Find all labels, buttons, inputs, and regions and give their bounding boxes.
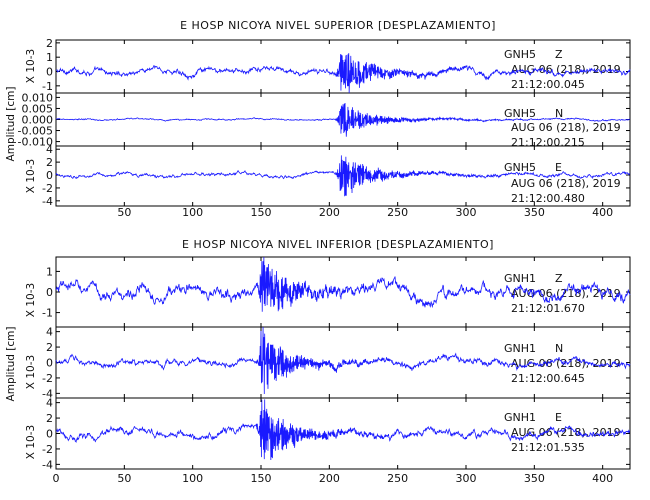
waveform-trace — [55, 103, 631, 137]
x-tick-label: 350 — [524, 206, 545, 219]
y-tick-label: 0 — [46, 357, 53, 370]
x-tick-label: 350 — [524, 472, 545, 485]
y-tick-label: 0.010 — [22, 91, 54, 104]
time-label: 21:12:00.045 — [511, 78, 585, 91]
x-tick-label: 150 — [251, 472, 272, 485]
x-tick-label: 300 — [456, 472, 477, 485]
y-tick-label: 0.005 — [22, 102, 54, 115]
x-tick-label: 150 — [251, 206, 272, 219]
component-label: E — [555, 411, 562, 424]
waveform-trace — [55, 326, 631, 395]
station-label: GNH5 — [504, 107, 536, 120]
scale-label: X 10-3 — [25, 283, 37, 317]
x-tick-label: 300 — [456, 206, 477, 219]
waveform-trace — [55, 256, 631, 312]
station-label: GNH5 — [504, 161, 536, 174]
y-tick-label: -0.010 — [18, 136, 53, 149]
y-tick-label: 0 — [46, 66, 53, 79]
y-tick-label: -2 — [42, 443, 53, 456]
component-label: N — [555, 342, 563, 355]
y-axis-label: Amplitud [cm] — [5, 327, 17, 402]
y-tick-label: 0 — [46, 286, 53, 299]
date-label: AUG 06 (218), 2019 — [511, 121, 621, 134]
y-tick-label: 2 — [46, 37, 53, 50]
y-tick-label: 4 — [46, 326, 53, 339]
waveform-trace — [55, 399, 631, 460]
station-label: GNH1 — [504, 342, 536, 355]
chart-title: E HOSP NICOYA NIVEL INFERIOR [DESPLAZAMI… — [182, 238, 494, 251]
station-label: GNH1 — [504, 272, 536, 285]
scale-label: X 10-3 — [25, 49, 37, 83]
station-label: GNH5 — [504, 48, 536, 61]
date-label: AUG 06 (218), 2019 — [511, 177, 621, 190]
y-tick-label: -2 — [42, 372, 53, 385]
scale-label: X 10-3 — [25, 159, 37, 193]
scale-label: X 10-3 — [25, 355, 37, 389]
component-label: Z — [555, 48, 563, 61]
y-tick-label: 2 — [46, 412, 53, 425]
x-tick-label: 200 — [319, 472, 340, 485]
waveform-trace — [55, 155, 631, 197]
y-tick-label: -0.005 — [18, 125, 53, 138]
chart-inferior: E HOSP NICOYA NIVEL INFERIOR [DESPLAZAMI… — [5, 238, 631, 470]
date-label: AUG 06 (218), 2019 — [511, 426, 621, 439]
y-tick-label: 2 — [46, 341, 53, 354]
date-label: AUG 06 (218), 2019 — [511, 357, 621, 370]
y-tick-label: 0 — [46, 169, 53, 182]
x-tick-label: 400 — [592, 206, 613, 219]
x-tick-label: 400 — [592, 472, 613, 485]
x-tick-label: 250 — [387, 206, 408, 219]
y-tick-label: 0 — [46, 428, 53, 441]
x-tick-label: 250 — [387, 472, 408, 485]
y-tick-label: -2 — [42, 182, 53, 195]
x-tick-label: 50 — [117, 206, 131, 219]
time-label: 21:12:01.670 — [511, 302, 585, 315]
y-tick-label: 2 — [46, 156, 53, 169]
chart-marks: 210-10.0100.0050.000-0.005-0.010420-2-45… — [18, 37, 631, 485]
x-tick-label: 100 — [182, 472, 203, 485]
x-tick-label: 50 — [117, 472, 131, 485]
station-label: GNH1 — [504, 411, 536, 424]
y-tick-label: -4 — [42, 387, 53, 400]
time-label: 21:12:00.215 — [511, 136, 585, 149]
chart-superior: E HOSP NICOYA NIVEL SUPERIOR [DESPLAZAMI… — [5, 19, 631, 207]
time-label: 21:12:01.535 — [511, 441, 585, 454]
panel-gnh1-e: X 10-3 GNH1 E AUG 06 (218), 2019 21:12:0… — [25, 397, 631, 470]
x-tick-label: 0 — [53, 472, 60, 485]
chart-title: E HOSP NICOYA NIVEL SUPERIOR [DESPLAZAMI… — [180, 19, 496, 32]
x-tick-label: 100 — [182, 206, 203, 219]
panel-frame — [55, 145, 631, 207]
y-tick-label: -4 — [42, 458, 53, 471]
component-label: N — [555, 107, 563, 120]
y-tick-label: 1 — [46, 265, 53, 278]
y-tick-label: 1 — [46, 51, 53, 64]
time-label: 21:12:00.480 — [511, 192, 585, 205]
component-label: Z — [555, 272, 563, 285]
panel-gnh5-z: X 10-3 GNH5 Z AUG 06 (218), 2019 21:12:0… — [25, 39, 631, 94]
y-tick-label: -1 — [42, 307, 53, 320]
time-label: 21:12:00.645 — [511, 372, 585, 385]
waveform-trace — [55, 53, 631, 94]
x-tick-label: 200 — [319, 206, 340, 219]
y-tick-label: -4 — [42, 195, 53, 208]
scale-label: X 10-3 — [25, 425, 37, 459]
y-tick-label: 0.000 — [22, 114, 54, 127]
y-tick-label: -1 — [42, 80, 53, 93]
component-label: E — [555, 161, 562, 174]
y-tick-label: 4 — [46, 143, 53, 156]
y-tick-label: 4 — [46, 397, 53, 410]
y-axis-label: Amplitud [cm] — [5, 87, 17, 162]
date-label: AUG 06 (218), 2019 — [511, 63, 621, 76]
panel-gnh5-e: X 10-3 GNH5 E AUG 06 (218), 2019 21:12:0… — [25, 145, 631, 207]
